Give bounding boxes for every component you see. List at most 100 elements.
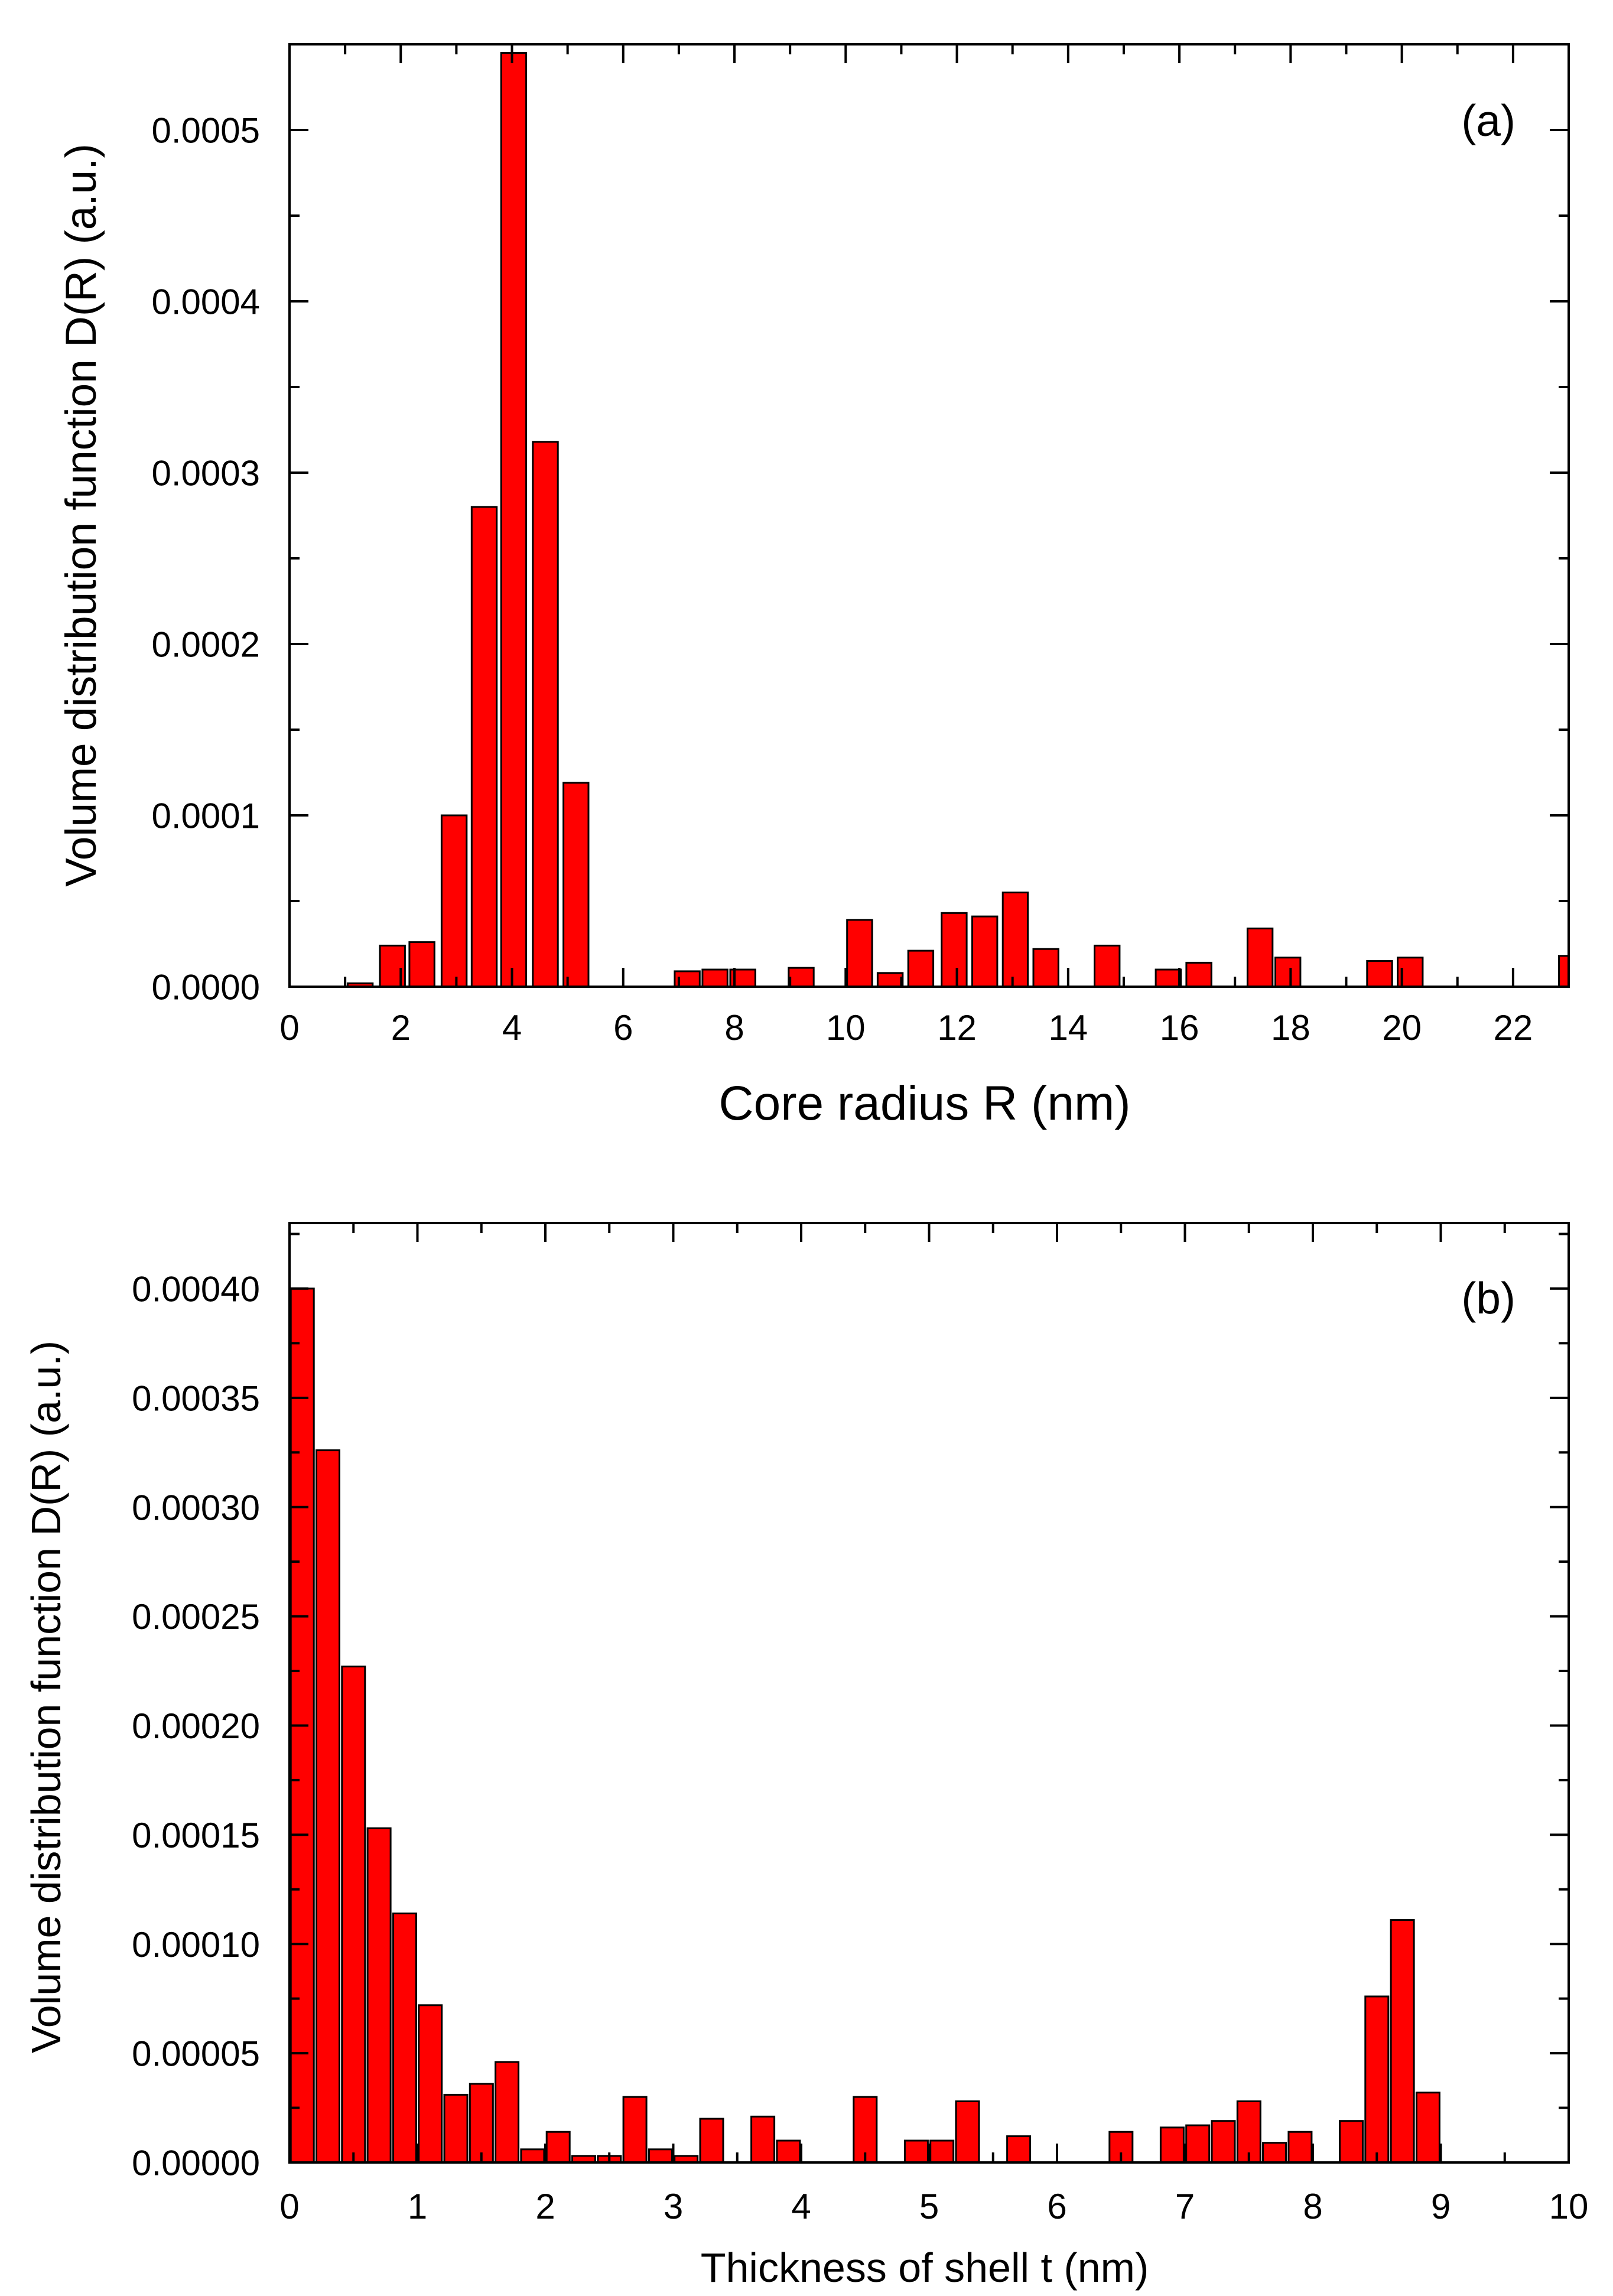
panel-b-bar xyxy=(1339,2120,1364,2162)
panel-a-x-tick-label: 6 xyxy=(613,1008,633,1048)
panel-b-x-tick-label: 4 xyxy=(791,2187,811,2226)
panel-b-bar xyxy=(1236,2100,1261,2162)
panel-a-label: (a) xyxy=(1461,96,1516,145)
panel-b-bar xyxy=(316,1449,340,2162)
panel-a-x-tick-label: 0 xyxy=(279,1008,299,1048)
panel-b-bar xyxy=(853,2096,878,2162)
panel-a-x-axis-title: Core radius R (nm) xyxy=(718,1077,1130,1130)
panel-a-x-tick-label: 2 xyxy=(391,1008,411,1048)
panel-a-bar xyxy=(470,506,498,987)
panel-b-y-tick-label: 0.00030 xyxy=(132,1488,260,1527)
panel-a-x-tick-label: 14 xyxy=(1048,1008,1088,1048)
panel-b-x-tick-label: 9 xyxy=(1431,2187,1451,2226)
panel-b-bar xyxy=(955,2100,980,2162)
panel-a-bar xyxy=(701,968,729,987)
panel-b-bar xyxy=(469,2083,494,2162)
panel-a-x-tick-label: 8 xyxy=(724,1008,744,1048)
panel-b-bar xyxy=(1364,1995,1390,2162)
panel-b-y-axis-title: Volume distribution function D(R) (a.u.) xyxy=(23,1341,69,2053)
panel-b-x-axis-title: Thickness of shell t (nm) xyxy=(701,2245,1149,2291)
panel-b-bar xyxy=(1415,2092,1440,2162)
panel-a-y-axis-title: Volume distribution function D(R) (a.u.) xyxy=(57,144,105,887)
panel-a-bar xyxy=(971,915,999,987)
panel-b-bar xyxy=(341,1666,366,2162)
panel-b-bar xyxy=(1262,2142,1287,2162)
panel-a-bar xyxy=(1246,927,1274,987)
panel-b-label: (b) xyxy=(1461,1273,1516,1323)
panel-b-bar xyxy=(1006,2135,1032,2162)
panel-a-bar xyxy=(1274,957,1302,987)
panel-a-plot-frame xyxy=(288,43,1570,988)
panel-a-y-tick-label: 0.0005 xyxy=(151,111,260,151)
panel-b-x-tick-label: 10 xyxy=(1549,2187,1589,2226)
panel-a-bar xyxy=(1558,955,1569,987)
panel-a-x-tick-label: 20 xyxy=(1382,1008,1422,1048)
panel-b-y-tick-label: 0.00025 xyxy=(132,1597,260,1637)
panel-a-bars xyxy=(346,52,1569,987)
panel-a-y-tick-label: 0.0001 xyxy=(151,796,260,836)
panel-b-bar xyxy=(1287,2131,1313,2162)
panel-a-bar xyxy=(846,919,873,987)
panel-b-x-tick-label: 5 xyxy=(919,2187,939,2226)
panel-b-bar xyxy=(1159,2126,1185,2162)
panel-a-bar xyxy=(1001,892,1029,987)
panel-a-bar xyxy=(532,441,559,987)
panel-b-bar xyxy=(495,2061,520,2162)
panel-a-bar xyxy=(1032,948,1059,987)
panel-a-bar xyxy=(408,941,435,987)
panel-b-bar xyxy=(903,2139,929,2162)
panel-a-x-tick-label: 18 xyxy=(1271,1008,1310,1048)
panel-b-bar xyxy=(520,2148,545,2162)
panel-b-bar xyxy=(545,2131,571,2162)
panel-b-x-tick-label: 2 xyxy=(535,2187,555,2226)
panel-a-bar xyxy=(876,972,904,987)
panel-a-bar xyxy=(907,949,935,987)
panel-a-bar xyxy=(562,782,590,987)
panel-a-y-tick-label: 0.0000 xyxy=(151,968,260,1007)
panel-a-y-tick-label: 0.0004 xyxy=(151,282,260,322)
panel-b-y-tick-label: 0.00040 xyxy=(132,1270,260,1309)
panel-b-y-tick-label: 0.00010 xyxy=(132,1925,260,1965)
panel-b-bar xyxy=(699,2118,724,2162)
panel-b-bar xyxy=(750,2115,776,2162)
panel-b-x-tick-label: 0 xyxy=(279,2187,299,2226)
panel-a-bar xyxy=(788,967,815,987)
panel-b-bar xyxy=(929,2139,955,2162)
panel-b-y-tick-label: 0.00000 xyxy=(132,2144,260,2183)
panel-a-bar xyxy=(941,912,968,987)
panel-a: (a) Core radius R (nm) Volume distributi… xyxy=(57,43,1570,1130)
panel-b-y-tick-label: 0.00035 xyxy=(132,1378,260,1418)
panel-a-x-tick-label: 12 xyxy=(937,1008,977,1048)
panel-b-bar xyxy=(648,2148,673,2162)
panel-b-x-tick-label: 3 xyxy=(664,2187,683,2226)
panel-a-x-tick-label: 16 xyxy=(1160,1008,1199,1048)
panel-b-bar xyxy=(776,2139,801,2162)
panel-b-bar xyxy=(622,2096,648,2162)
panel-a-x-tick-label: 22 xyxy=(1493,1008,1533,1048)
panel-a-y-tick-label: 0.0002 xyxy=(151,625,260,665)
panel-b-x-tick-label: 8 xyxy=(1303,2187,1322,2226)
panel-b-bar xyxy=(1390,1919,1415,2162)
panel-b-y-tick-label: 0.00020 xyxy=(132,1706,260,1746)
panel-b-x-tick-label: 1 xyxy=(408,2187,427,2226)
panel-b-bar xyxy=(366,1827,392,2162)
panel-a-bar xyxy=(440,814,468,987)
panel-b: (b) Thickness of shell t (nm) Volume dis… xyxy=(23,1222,1589,2291)
panel-b-bar xyxy=(392,1913,417,2162)
panel-a-bar xyxy=(1155,968,1182,987)
panel-a-bar xyxy=(1185,961,1212,987)
panel-b-y-tick-label: 0.00015 xyxy=(132,1816,260,1855)
panel-b-bars xyxy=(290,1287,1440,2162)
panel-b-bar xyxy=(1211,2120,1236,2162)
panel-a-bar xyxy=(1094,944,1121,987)
panel-b-bar xyxy=(418,2004,443,2162)
panel-a-bar xyxy=(1366,960,1393,987)
panel-b-bar xyxy=(1185,2124,1211,2162)
panel-a-x-tick-label: 4 xyxy=(502,1008,522,1048)
panel-b-y-tick-label: 0.00005 xyxy=(132,2034,260,2074)
panel-a-bar xyxy=(500,52,528,987)
panel-b-bar xyxy=(443,2093,469,2162)
panel-b-x-tick-label: 6 xyxy=(1047,2187,1066,2226)
